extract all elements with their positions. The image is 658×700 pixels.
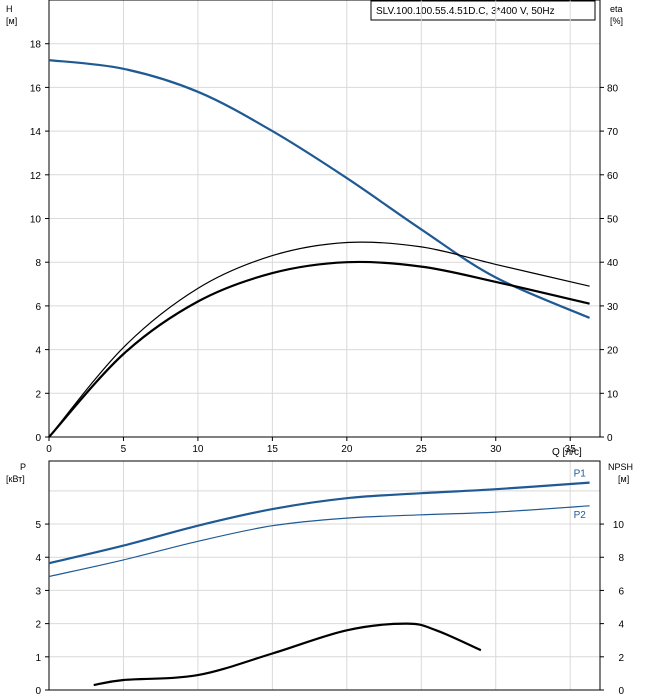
- p-tick-label: 4: [35, 553, 41, 564]
- npsh-tick-label: 8: [618, 553, 624, 564]
- y-tick-label: 2: [35, 389, 41, 400]
- plot-frame-bottom: [48, 460, 601, 691]
- y2-axis-label-eta: eta: [610, 4, 623, 14]
- x-tick-label: 5: [121, 444, 127, 455]
- bottom-series: P1 P2: [48, 469, 590, 687]
- top-series: [48, 59, 591, 438]
- p-tick-label: 2: [35, 620, 41, 631]
- series-line-bottom-2: [93, 622, 482, 687]
- x-tick-label: 0: [46, 444, 52, 455]
- y-axis-unit-h: [м]: [6, 16, 17, 26]
- series-line-top-2: [48, 260, 590, 438]
- y-tick-label: 12: [30, 171, 42, 182]
- title-box: SLV.100.100.55.4.51D.C, 3*400 V, 50Hz: [370, 0, 596, 21]
- npsh-tick-label: 4: [618, 620, 624, 631]
- y2-tick-label: 20: [607, 346, 619, 357]
- x-tick-label: 30: [490, 444, 502, 455]
- y2-tick-label: 10: [607, 389, 619, 400]
- series-label-p1: P1: [574, 469, 587, 480]
- npsh-tick-label: 2: [618, 653, 624, 664]
- top-grid: 0 5 10 15 20 25 30 35 0 2 4 6 8 10 12 14 16 18 0 10 20 30 40 50…: [30, 0, 619, 455]
- npsh-tick-label: 0: [618, 686, 624, 697]
- y2-axis-label-npsh: NPSH: [608, 462, 633, 472]
- x-tick-label: 25: [416, 444, 428, 455]
- p-tick-label: 1: [35, 653, 41, 664]
- x-tick-label: 35: [565, 444, 577, 455]
- y2-tick-label: 40: [607, 258, 619, 269]
- y-axis-label-p: P: [20, 462, 26, 472]
- y-tick-label: 6: [35, 302, 41, 313]
- series-line-top-1: [48, 241, 590, 438]
- chart-title: SLV.100.100.55.4.51D.C, 3*400 V, 50Hz: [376, 6, 555, 17]
- series-line-bottom-1: [48, 505, 590, 578]
- y2-tick-label: 50: [607, 215, 619, 226]
- y-axis-label-h: H: [6, 4, 13, 14]
- x-tick-label: 15: [267, 444, 279, 455]
- y-tick-label: 10: [30, 215, 42, 226]
- y-tick-label: 16: [30, 83, 42, 94]
- y2-tick-label: 0: [607, 433, 613, 444]
- npsh-tick-label: 6: [618, 586, 624, 597]
- bottom-grid: 0 1 2 3 4 5 0 2 4 6 8 10: [35, 460, 625, 697]
- y2-axis-unit-eta: [%]: [610, 16, 623, 26]
- y-axis-unit-p: [кВт]: [6, 474, 25, 484]
- y-tick-label: 4: [35, 346, 41, 357]
- x-tick-label: 10: [192, 444, 204, 455]
- y-tick-label: 18: [30, 40, 42, 51]
- y2-tick-label: 60: [607, 171, 619, 182]
- x-axis-label-q: Q [л/с]: [552, 447, 582, 458]
- y-tick-label: 14: [30, 127, 42, 138]
- p-tick-label: 0: [35, 686, 41, 697]
- y-tick-label: 8: [35, 258, 41, 269]
- series-label-p2: P2: [574, 510, 587, 521]
- y2-tick-label: 80: [607, 83, 619, 94]
- y-tick-label: 0: [35, 433, 41, 444]
- series-line-bottom-0: [48, 481, 590, 565]
- npsh-tick-label: 10: [613, 520, 625, 531]
- series-line-top-0: [48, 59, 591, 319]
- x-tick-label: 20: [341, 444, 353, 455]
- y2-axis-unit-npsh: [м]: [618, 474, 629, 484]
- y2-tick-label: 30: [607, 302, 619, 313]
- p-tick-label: 3: [35, 586, 41, 597]
- y2-tick-label: 70: [607, 127, 619, 138]
- p-tick-label: 5: [35, 520, 41, 531]
